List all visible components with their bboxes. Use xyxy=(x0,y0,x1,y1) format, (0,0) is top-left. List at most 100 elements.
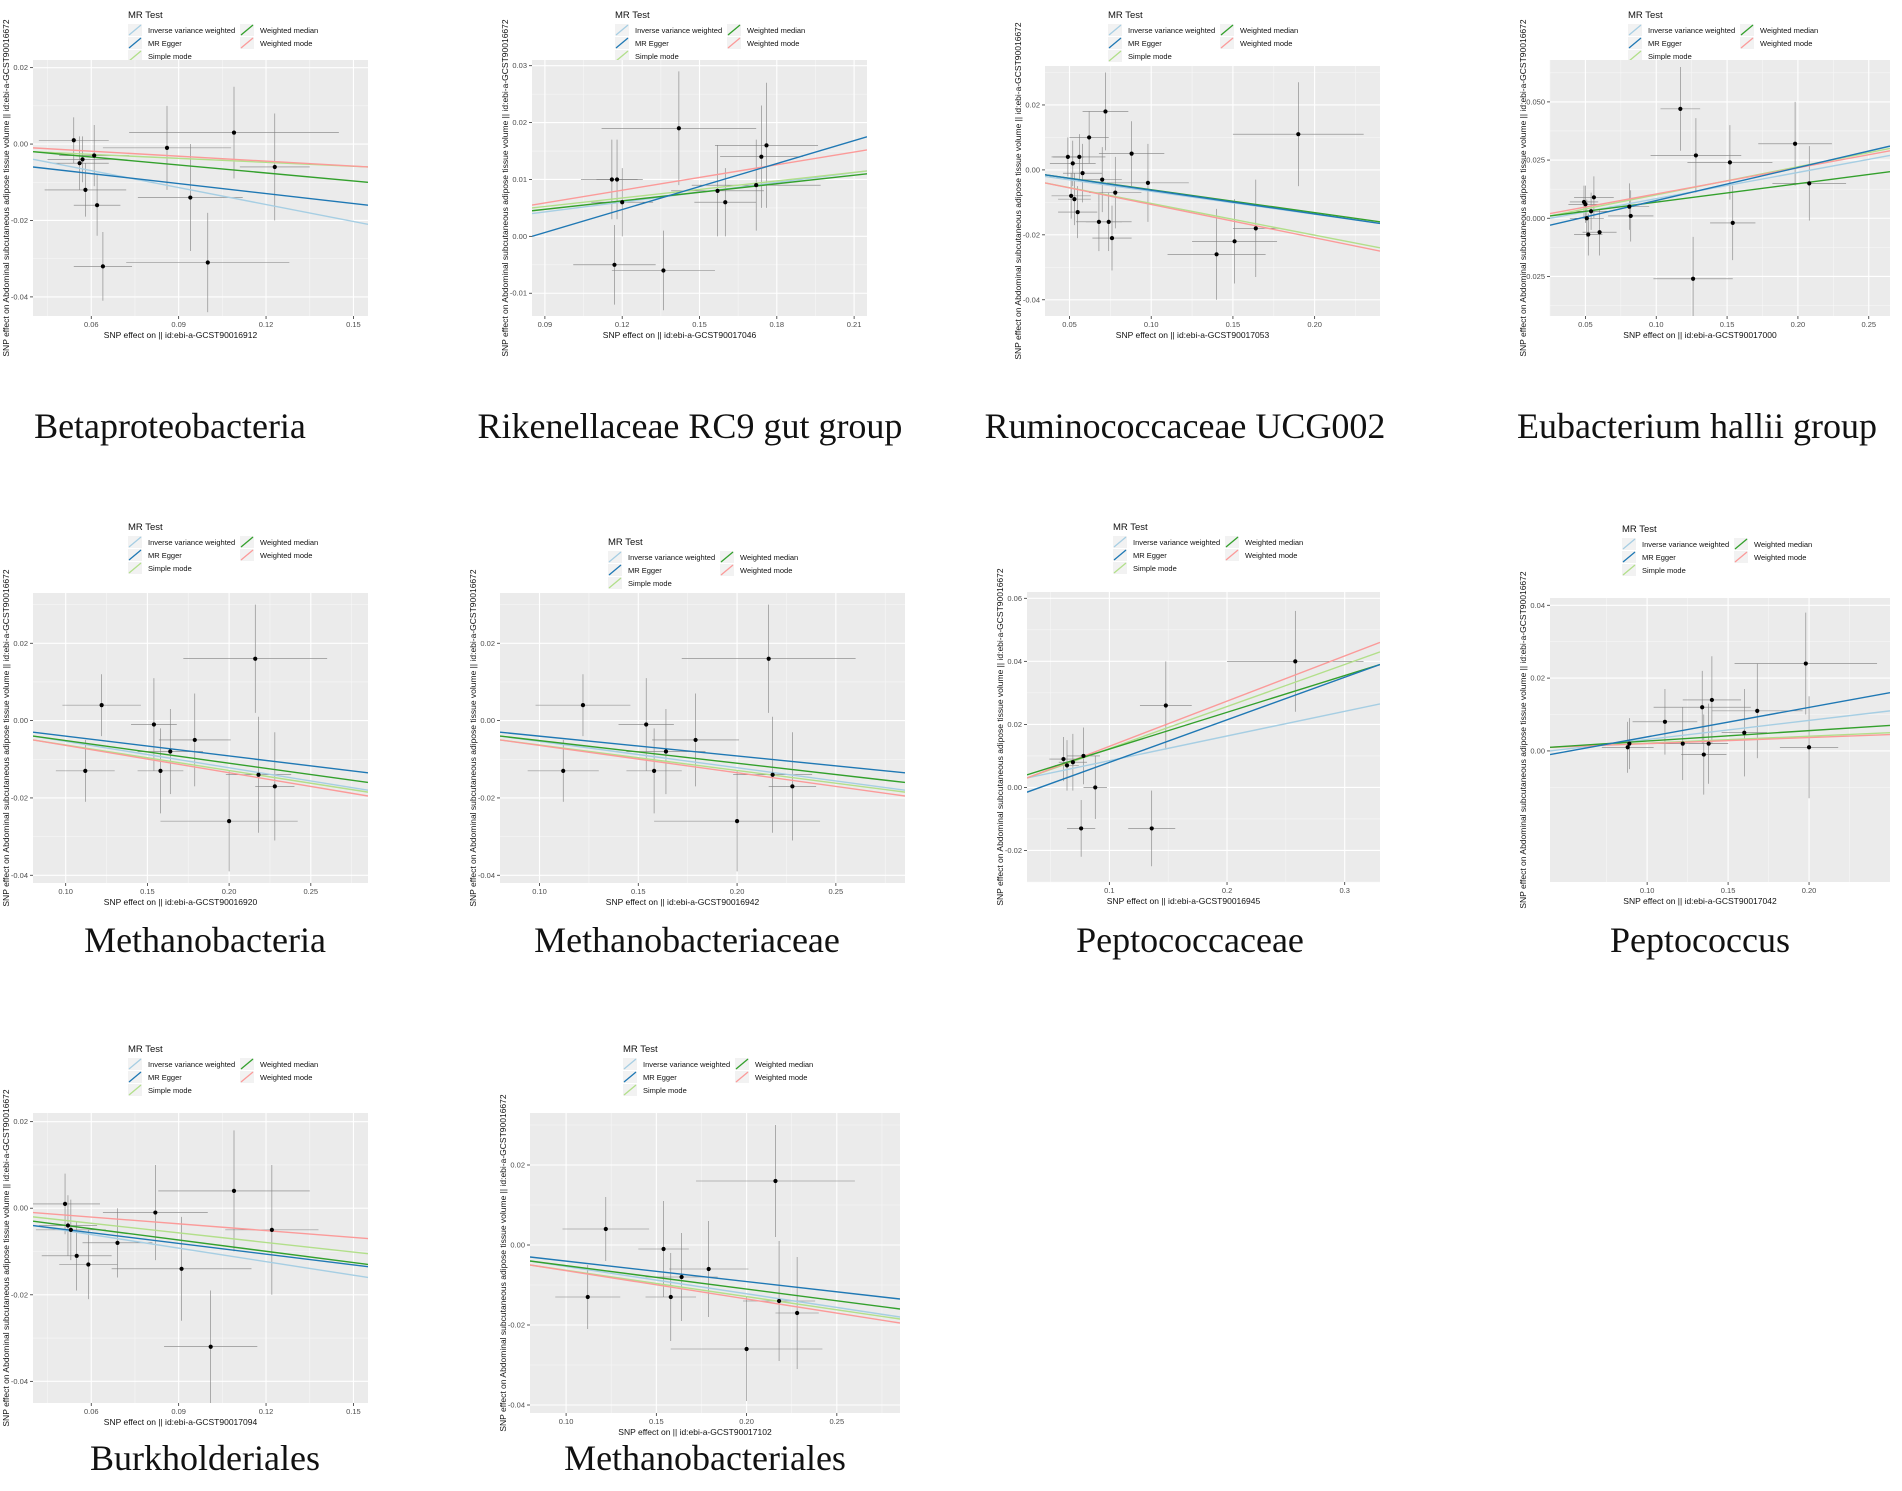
regression-line-wmode xyxy=(1550,733,1890,748)
snp-point xyxy=(1077,154,1082,160)
regression-line-wmode xyxy=(500,739,905,797)
legend-label: Weighted median xyxy=(1760,26,1818,35)
legend-item-simple: Simple mode xyxy=(623,1084,687,1096)
legend-item-wmode: Weighted mode xyxy=(1220,37,1292,49)
legend-label: Weighted mode xyxy=(260,1073,312,1082)
legend-line-swatch xyxy=(1113,549,1127,561)
regression-line-egger xyxy=(1550,691,1890,756)
snp-point xyxy=(609,177,614,182)
x-tick-label: 0.20 xyxy=(730,887,745,896)
x-tick-label: 0.20 xyxy=(1791,320,1806,329)
y-tick-label: 0.02 xyxy=(1025,100,1040,109)
legend-line-swatch xyxy=(240,37,254,49)
regression-line-wmode xyxy=(530,1264,900,1324)
legend-line-swatch xyxy=(735,1058,749,1070)
y-axis-title: SNP effect on Abdominal subcutaneous adi… xyxy=(498,1094,508,1432)
legend: MR Test Inverse variance weighted MR Egger… xyxy=(128,1044,318,1096)
snp-point xyxy=(1075,210,1080,215)
legend: MR Test Inverse variance weighted MR Egger… xyxy=(1622,524,1812,576)
legend-item-simple: Simple mode xyxy=(1628,50,1692,62)
snp-point xyxy=(603,1226,608,1232)
snp-point xyxy=(620,200,625,205)
plot-contents xyxy=(500,604,905,872)
y-tick-label: 0.00 xyxy=(13,716,28,725)
regression-line-egger xyxy=(530,1256,900,1300)
regression-line-median xyxy=(500,735,905,784)
legend-title: MR Test xyxy=(128,522,163,533)
snp-point xyxy=(706,1266,711,1272)
snp-point xyxy=(1755,708,1760,713)
legend-line-swatch xyxy=(1628,24,1642,36)
regression-line-egger xyxy=(33,1224,368,1268)
legend-title: MR Test xyxy=(1628,10,1663,21)
legend-item-median: Weighted median xyxy=(727,24,805,36)
legend-label: Inverse variance weighted xyxy=(148,26,235,35)
regression-line-ivw xyxy=(1550,154,1890,219)
legend-line-swatch xyxy=(1734,538,1748,550)
regression-line-ivw xyxy=(33,158,368,225)
legend-item-egger: MR Egger xyxy=(128,549,182,561)
snp-point xyxy=(612,262,617,267)
mr-scatter-panel: MR Test Inverse variance weighted MR Egger… xyxy=(498,1044,900,1478)
snp-point xyxy=(1700,705,1705,710)
snp-point xyxy=(74,1253,79,1258)
legend-title: MR Test xyxy=(1622,524,1657,535)
y-tick-label: 0.02 xyxy=(1007,720,1022,729)
snp-point xyxy=(179,1266,184,1271)
legend-item-wmode: Weighted mode xyxy=(727,37,799,49)
plot-panel xyxy=(1027,592,1380,882)
mr-scatter-panel: MR Test Inverse variance weighted MR Egger… xyxy=(468,537,905,960)
legend-item-ivw: Inverse variance weighted xyxy=(128,24,235,36)
x-axis-title: SNP effect on || id:ebi-a-GCST90016912 xyxy=(104,330,258,340)
regression-line-ivw xyxy=(33,1224,368,1279)
x-tick-label: 0.20 xyxy=(1802,886,1817,895)
y-tick-label: 0.02 xyxy=(510,1161,525,1170)
regression-line-wmode xyxy=(1045,182,1380,252)
x-tick-label: 0.15 xyxy=(649,1417,664,1426)
legend: MR Test Inverse variance weighted MR Egger… xyxy=(623,1044,813,1096)
panel-caption: Burkholderiales xyxy=(90,1438,320,1478)
legend-item-egger: MR Egger xyxy=(1622,551,1676,563)
snp-point xyxy=(776,1298,782,1304)
legend-line-swatch xyxy=(1113,536,1127,548)
legend-label: Inverse variance weighted xyxy=(643,1060,730,1069)
legend-label: Simple mode xyxy=(635,52,679,61)
y-tick-label: -0.04 xyxy=(508,1401,525,1410)
y-tick-label: -0.04 xyxy=(11,292,28,301)
snp-point xyxy=(168,749,173,754)
legend-title: MR Test xyxy=(1108,10,1143,21)
snp-point xyxy=(679,1274,684,1280)
legend-line-swatch xyxy=(1225,549,1239,561)
legend-label: Simple mode xyxy=(1642,566,1686,575)
snp-point xyxy=(693,737,698,743)
snp-point xyxy=(1061,756,1066,762)
y-tick-label: 0.02 xyxy=(480,639,495,648)
x-tick-label: 0.10 xyxy=(1649,320,1664,329)
legend-label: Weighted median xyxy=(747,26,805,35)
legend-label: Inverse variance weighted xyxy=(1128,26,1215,35)
legend-line-swatch xyxy=(1740,37,1754,49)
legend-line-swatch xyxy=(608,551,622,563)
legend: MR Test Inverse variance weighted MR Egger… xyxy=(615,10,805,62)
snp-point xyxy=(77,161,82,166)
snp-point xyxy=(1096,219,1102,224)
legend-item-wmode: Weighted mode xyxy=(240,1071,312,1083)
legend-label: Simple mode xyxy=(643,1086,687,1095)
y-tick-label: -0.02 xyxy=(11,216,28,225)
snp-point xyxy=(1113,190,1118,195)
panel-caption: Eubacterium hallii group xyxy=(1517,406,1877,446)
legend-label: Weighted mode xyxy=(1240,39,1292,48)
plot-contents xyxy=(33,604,368,872)
x-tick-label: 0.10 xyxy=(1640,886,1655,895)
legend: MR Test Inverse variance weighted MR Egger… xyxy=(128,10,318,62)
legend-label: Weighted median xyxy=(1240,26,1298,35)
snp-point xyxy=(773,1178,778,1184)
snp-point xyxy=(92,153,97,158)
panel-caption: Rikenellaceae RC9 gut group xyxy=(478,406,903,446)
legend-line-swatch xyxy=(128,549,142,561)
x-tick-label: 0.25 xyxy=(1861,320,1876,329)
regression-line-median xyxy=(1027,663,1380,776)
snp-point xyxy=(1678,106,1683,111)
mr-scatter-panel: MR Test Inverse variance weighted MR Egger… xyxy=(1,10,368,446)
legend-item-ivw: Inverse variance weighted xyxy=(615,24,722,36)
